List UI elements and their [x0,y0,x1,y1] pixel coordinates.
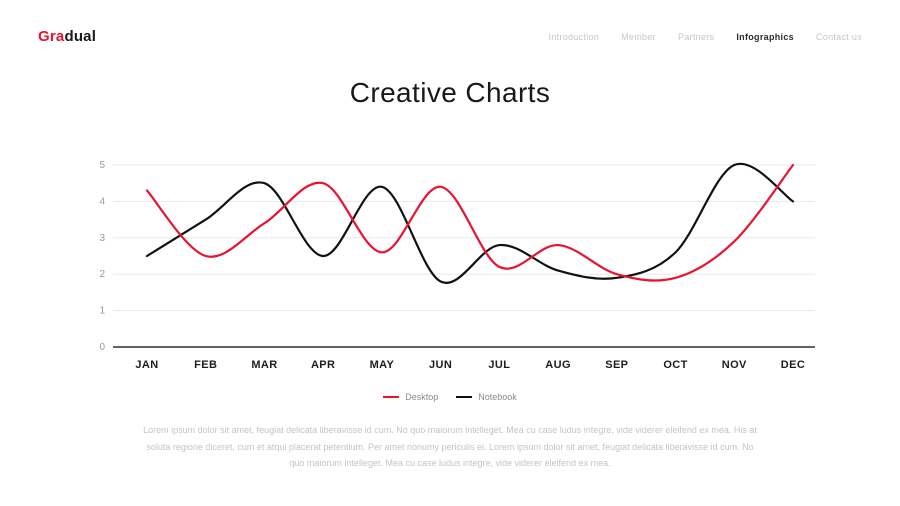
y-tick-label: 0 [99,342,105,353]
x-tick-label: JUL [488,359,510,371]
nav-item-member[interactable]: Member [621,31,656,42]
main-nav: Introduction Member Partners Infographic… [548,32,862,42]
y-tick-label: 5 [99,160,105,171]
legend-label-notebook: Notebook [478,392,517,402]
x-tick-label: AUG [545,359,571,371]
nav-item-introduction[interactable]: Introduction [548,31,600,42]
x-tick-label: JUN [429,359,452,371]
line-chart: 0 1 2 3 4 5 JAN FEB MAR APR MAY JUN JUL AUG SEP OCT NOV D… [99,160,815,371]
x-tick-label: NOV [722,359,747,371]
logo[interactable]: Gradual [38,28,96,45]
legend-item-notebook: Notebook [456,392,517,402]
nav-item-contact-us[interactable]: Contact us [815,31,862,42]
chart-legend: Desktop Notebook [85,392,815,402]
x-tick-label: OCT [663,359,687,371]
chart-section: 0 1 2 3 4 5 JAN FEB MAR APR MAY JUN JUL AUG SEP OCT NOV D… [85,155,815,402]
nav-item-infographics[interactable]: Infographics [736,31,794,42]
legend-swatch-notebook [456,396,473,398]
x-tick-label: DEC [781,359,805,371]
legend-swatch-desktop [383,396,400,398]
x-tick-label: JAN [135,359,158,371]
y-tick-label: 3 [99,233,105,244]
description-text: Lorem ipsum dolor sit amet, feugiat deli… [143,425,757,469]
logo-text: dual [64,28,97,45]
legend-item-desktop: Desktop [383,392,438,402]
nav-item-partners[interactable]: Partners [677,31,715,42]
series-path-notebook [145,162,795,284]
x-tick-label: MAY [370,359,395,371]
x-tick-label: SEP [605,359,628,371]
y-tick-label: 4 [99,196,105,207]
x-tick-label: APR [311,359,335,371]
y-tick-label: 1 [99,306,105,317]
header: Gradual Introduction Member Partners Inf… [0,0,900,45]
y-tick-label: 2 [99,269,105,280]
series-path-desktop [145,163,795,282]
legend-label-desktop: Desktop [405,392,439,402]
x-tick-label: MAR [251,359,277,371]
x-tick-label: FEB [194,359,217,371]
logo-accent-text: Gra [38,28,65,45]
page-title: Creative Charts [349,77,551,108]
